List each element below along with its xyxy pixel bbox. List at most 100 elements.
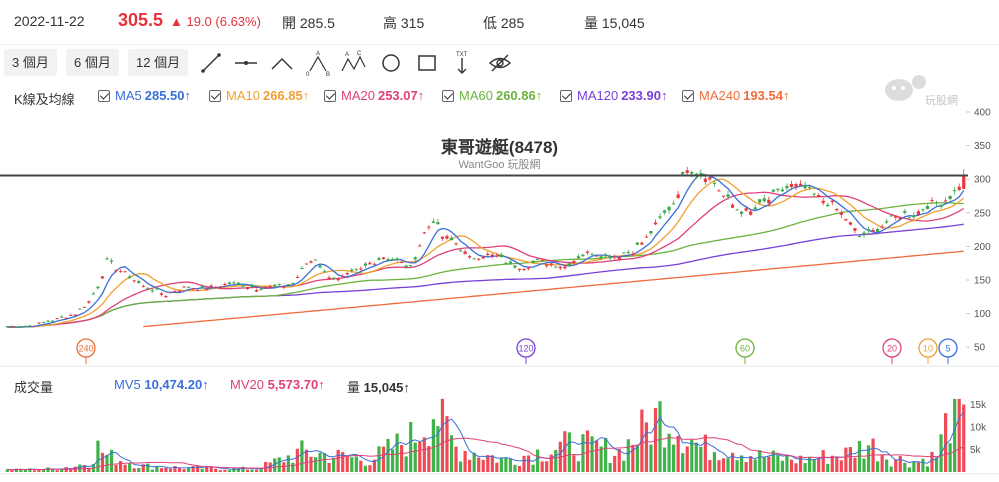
volume-bar: [844, 447, 848, 472]
ma-marker-label: 10: [923, 344, 933, 354]
ma-value: 260.86↑: [495, 88, 543, 103]
ma-name: MA120: [577, 88, 619, 103]
volume-bar: [590, 436, 594, 472]
ma20-toggle[interactable]: MA20 253.07↑: [324, 88, 424, 103]
volume-bar: [599, 446, 603, 472]
volume-bar: [486, 455, 490, 472]
volume-bar: [866, 445, 871, 472]
candle-body: [536, 259, 540, 261]
volume-bar: [223, 469, 227, 472]
volume-bar: [196, 465, 200, 472]
volume-bar: [517, 466, 522, 472]
ma-value: 193.54↑: [743, 88, 790, 103]
candle-body: [155, 288, 159, 290]
volume-bar: [69, 468, 73, 472]
volume-tick-label: 15k: [970, 400, 987, 411]
ma60-toggle[interactable]: MA60 260.86↑: [442, 88, 542, 103]
trendline-icon[interactable]: [197, 49, 225, 77]
candle-body: [676, 194, 680, 198]
candle-body: [907, 217, 911, 219]
volume-bar: [522, 455, 526, 472]
candle-body: [730, 204, 735, 208]
volume-bar: [504, 457, 508, 472]
volume-bar: [513, 464, 517, 472]
candle-body: [635, 242, 639, 245]
volume-bar: [644, 422, 649, 472]
checkbox[interactable]: [324, 89, 336, 102]
ma-value: 266.85↑: [262, 88, 310, 103]
volume-bar: [264, 461, 268, 472]
text-arrow-icon[interactable]: TXT: [448, 49, 476, 77]
rectangle-icon[interactable]: [413, 49, 441, 77]
hide-icon[interactable]: [486, 49, 514, 77]
volume-bar: [694, 442, 698, 472]
angle-line-icon[interactable]: [268, 49, 296, 77]
candle-body: [372, 263, 377, 265]
volume-bar: [327, 462, 331, 472]
circle-icon[interactable]: [377, 49, 405, 77]
svg-text:A: A: [316, 51, 320, 57]
candle-body: [458, 250, 463, 252]
candle-body: [599, 256, 603, 259]
volume-bar: [291, 462, 295, 472]
volume-bar: [19, 469, 23, 472]
candle-body: [735, 209, 739, 211]
ma120-toggle[interactable]: MA120 233.90↑: [560, 88, 667, 103]
checkbox[interactable]: [682, 89, 694, 102]
candle-body: [454, 243, 458, 245]
candle-body: [866, 229, 871, 231]
horizontal-line-icon[interactable]: [232, 49, 260, 77]
checkbox[interactable]: [98, 89, 110, 102]
volume-bar: [608, 463, 612, 472]
volume-bar: [254, 469, 259, 472]
candle-body: [196, 290, 200, 292]
candle-body: [848, 222, 853, 225]
ma10-toggle[interactable]: MA10 266.85↑: [209, 88, 309, 103]
candle-body: [359, 268, 363, 270]
candle-body: [418, 245, 422, 247]
candle-body: [427, 226, 431, 228]
volume-tick-label: 10k: [970, 423, 987, 434]
checkbox[interactable]: [560, 89, 572, 102]
quote-volume: 量 15,045: [584, 15, 645, 31]
checkbox[interactable]: [442, 89, 454, 102]
volume-bar: [372, 459, 377, 472]
candle-body: [563, 266, 567, 269]
period-12m-button[interactable]: 12 個月: [128, 49, 189, 76]
quote-date: 2022-11-22: [14, 13, 85, 29]
volume-bar: [780, 460, 785, 472]
period-3m-button[interactable]: 3 個月: [4, 49, 57, 76]
candle-body: [817, 195, 821, 197]
abc-pattern-icon[interactable]: A 0 B: [304, 49, 332, 78]
candle-body: [549, 263, 553, 266]
volume-bar: [41, 469, 46, 472]
volume-bar: [758, 450, 762, 472]
price-tick-label: 200: [974, 242, 991, 253]
candle-body: [123, 271, 127, 273]
volume-bar: [105, 454, 109, 472]
volume-bar: [381, 446, 386, 472]
volume-bar: [545, 461, 549, 472]
volume-bar: [150, 469, 154, 472]
ma-marker-20: [882, 338, 902, 358]
candle-body: [295, 276, 299, 278]
volume-bar: [227, 470, 231, 472]
volume-bar: [345, 456, 349, 472]
quote-low: 低 285: [483, 15, 525, 31]
ma-marker-label: 120: [518, 344, 533, 354]
candle-body: [590, 253, 594, 255]
ma5-toggle[interactable]: MA5 285.50↑: [98, 88, 191, 103]
volume-bar: [146, 463, 150, 472]
candle-body: [118, 271, 123, 273]
candle-body: [767, 199, 771, 204]
svg-text:TXT: TXT: [456, 52, 468, 58]
volume-bar: [585, 430, 590, 472]
period-6m-button[interactable]: 6 個月: [66, 49, 119, 76]
ma-value: 285.50↑: [144, 88, 191, 103]
candle-body: [912, 215, 916, 218]
ma240-toggle[interactable]: MA240 193.54↑: [682, 88, 789, 103]
checkbox[interactable]: [209, 89, 221, 102]
volume-bar: [273, 458, 277, 472]
